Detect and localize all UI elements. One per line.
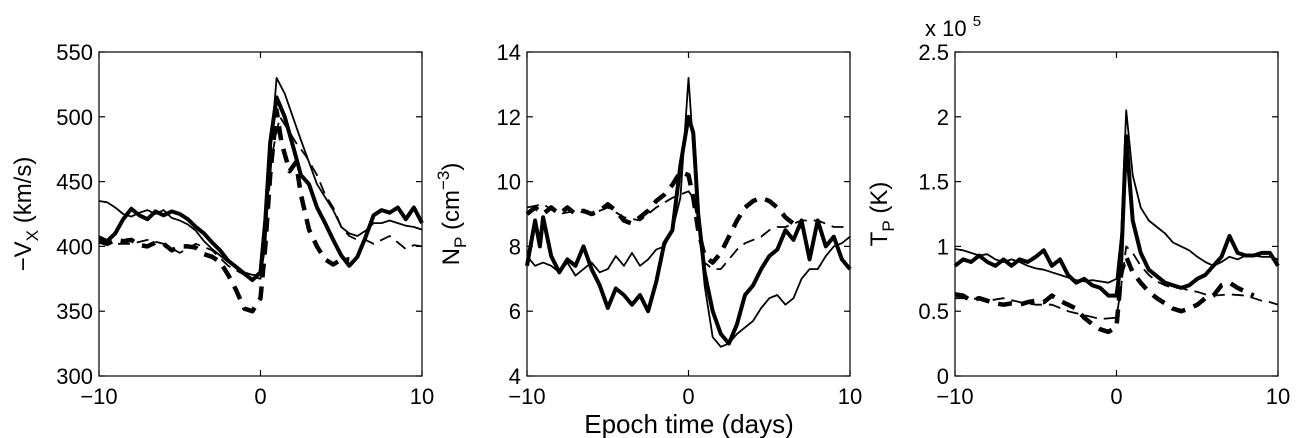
x-tick-label: −10: [936, 384, 973, 409]
series-line-thick-dashed: [98, 108, 350, 314]
y-axis-label: −VX (km/s): [10, 157, 42, 272]
series-line-thin-dashed: [98, 115, 423, 280]
y-tick-label: 2.5: [918, 40, 949, 65]
x-tick-label: 10: [838, 384, 862, 409]
y-tick-label: 10: [497, 170, 521, 195]
y-tick-label: 550: [56, 40, 93, 65]
panel-density: 4 6 8 10 12 14 −10 0 10 NP (cm−3): [434, 40, 862, 409]
y-tick-label: 2: [937, 105, 949, 130]
y-tick-label: 6: [509, 299, 521, 324]
axes-frame: [954, 51, 1279, 377]
series-line-thin-solid: [526, 77, 851, 348]
series-line-thin-dashed: [526, 190, 850, 270]
x-axis-title: Epoch time (days): [584, 409, 794, 438]
series-line-thick-solid: [953, 134, 1280, 298]
x-tick-label: 0: [254, 384, 266, 409]
x-tick-label: −10: [80, 384, 117, 409]
panel-velocity: 300 350 400 450 500 550 −10 0 10 −VX (km/s): [10, 40, 434, 409]
y-tick-label: 300: [56, 364, 93, 389]
series-line-thin-solid: [954, 109, 1279, 284]
y-tick-label: 1: [937, 234, 949, 259]
y-tick-label: 500: [56, 105, 93, 130]
x-tick-label: 0: [1110, 384, 1122, 409]
y-tick-label: 4: [509, 364, 521, 389]
y-tick-label: 350: [56, 299, 93, 324]
y-tick-label: 1.5: [918, 170, 949, 195]
y-tick-label: 14: [497, 40, 521, 65]
series-line-thick-dashed: [525, 169, 803, 265]
y-tick-label: 0: [937, 364, 949, 389]
y-tick-label: 400: [56, 234, 93, 259]
x-tick-label: −10: [508, 384, 545, 409]
x-tick-label: 0: [682, 384, 694, 409]
x-tick-label: 10: [1266, 384, 1290, 409]
series-line-thick-solid: [525, 114, 852, 346]
y-tick-label: 8: [509, 234, 521, 259]
axis-multiplier: x 10 5: [925, 13, 981, 41]
y-axis-label: NP (cm−3): [434, 163, 470, 266]
x-tick-label: 10: [410, 384, 434, 409]
y-tick-label: 450: [56, 170, 93, 195]
series-line-thin-dashed: [955, 245, 1279, 320]
y-tick-label: 12: [497, 105, 521, 130]
axes-frame: [526, 51, 851, 377]
y-axis-label: TP (K): [866, 182, 898, 247]
series-line-thick-solid: [98, 95, 424, 283]
series-line-thick-dashed: [954, 254, 1255, 335]
y-tick-label: 0.5: [918, 299, 949, 324]
